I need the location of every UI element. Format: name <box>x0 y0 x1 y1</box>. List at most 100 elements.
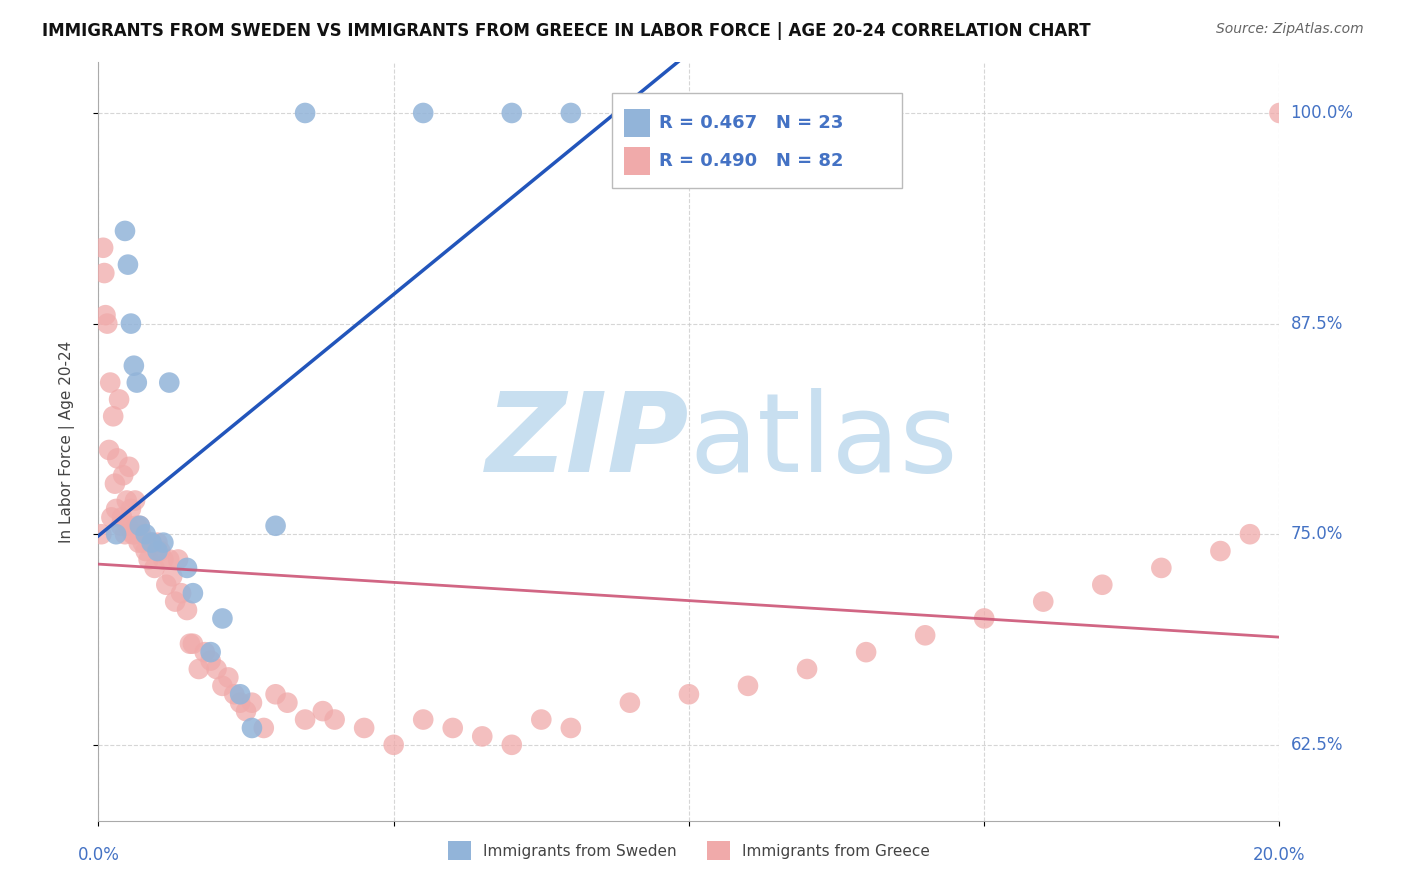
Point <box>187 662 209 676</box>
Point <box>1091 578 1114 592</box>
Point <box>128 518 150 533</box>
Point <box>312 704 335 718</box>
Text: 100.0%: 100.0% <box>1291 104 1354 122</box>
Point <box>91 241 114 255</box>
Point <box>105 527 128 541</box>
Text: IMMIGRANTS FROM SWEDEN VS IMMIGRANTS FROM GREECE IN LABOR FORCE | AGE 20-24 CORR: IMMIGRANTS FROM SWEDEN VS IMMIGRANTS FRO… <box>42 22 1091 40</box>
Point <box>1032 594 1054 608</box>
Point <box>103 409 125 424</box>
Point <box>211 679 233 693</box>
Point <box>125 518 148 533</box>
Point <box>117 258 139 272</box>
Point <box>141 535 163 549</box>
Point <box>471 730 494 744</box>
Point <box>146 544 169 558</box>
Text: Source: ZipAtlas.com: Source: ZipAtlas.com <box>1216 22 1364 37</box>
Point <box>165 594 187 608</box>
Point <box>120 502 142 516</box>
Point <box>129 527 152 541</box>
Point <box>120 317 142 331</box>
Point <box>149 544 172 558</box>
Point <box>122 359 145 373</box>
Point <box>501 738 523 752</box>
Point <box>211 611 233 625</box>
Point <box>114 527 136 541</box>
Point <box>382 738 405 752</box>
Point <box>1150 561 1173 575</box>
Point <box>90 527 112 541</box>
Point <box>323 713 346 727</box>
Point <box>138 552 160 566</box>
Point <box>235 704 257 718</box>
Point <box>98 376 121 390</box>
Point <box>157 376 180 390</box>
Point <box>176 603 198 617</box>
Point <box>914 628 936 642</box>
Point <box>353 721 375 735</box>
Point <box>973 611 995 625</box>
Point <box>176 561 198 575</box>
Point <box>229 696 252 710</box>
Point <box>155 578 177 592</box>
Point <box>94 308 117 322</box>
Point <box>146 535 169 549</box>
Point <box>122 527 145 541</box>
Point <box>105 502 128 516</box>
Point <box>205 662 228 676</box>
Point <box>157 552 180 566</box>
Point <box>229 687 252 701</box>
Point <box>96 317 118 331</box>
Point <box>111 510 134 524</box>
Point <box>1239 527 1261 541</box>
Point <box>152 552 174 566</box>
Text: R = 0.490   N = 82: R = 0.490 N = 82 <box>659 152 844 170</box>
Point <box>240 721 263 735</box>
Point <box>1209 544 1232 558</box>
Point <box>105 451 128 466</box>
Point <box>125 376 148 390</box>
Point <box>737 679 759 693</box>
Point <box>108 392 131 407</box>
Point <box>115 493 138 508</box>
Point <box>224 687 246 701</box>
Text: 87.5%: 87.5% <box>1291 315 1343 333</box>
Point <box>560 721 582 735</box>
Text: atlas: atlas <box>689 388 957 495</box>
Point <box>98 442 121 457</box>
Point <box>128 518 150 533</box>
Point <box>530 713 553 727</box>
Point <box>112 468 135 483</box>
Point <box>124 493 146 508</box>
Text: R = 0.467   N = 23: R = 0.467 N = 23 <box>659 114 844 132</box>
Point <box>264 687 287 701</box>
Y-axis label: In Labor Force | Age 20-24: In Labor Force | Age 20-24 <box>59 341 75 542</box>
Point <box>128 535 150 549</box>
Point <box>121 527 143 541</box>
Point <box>560 106 582 120</box>
Point <box>253 721 276 735</box>
Point <box>132 535 155 549</box>
Point <box>294 106 316 120</box>
Point <box>152 535 174 549</box>
Point <box>441 721 464 735</box>
Point <box>181 586 204 600</box>
Point <box>162 569 183 583</box>
Point <box>501 106 523 120</box>
Point <box>276 696 298 710</box>
Point <box>217 670 239 684</box>
Point <box>117 518 139 533</box>
Point <box>200 645 222 659</box>
Text: ZIP: ZIP <box>485 388 689 495</box>
Point <box>194 645 217 659</box>
Point <box>167 552 190 566</box>
Point <box>110 518 132 533</box>
Point <box>678 687 700 701</box>
Point <box>143 561 166 575</box>
Point <box>135 544 157 558</box>
Bar <box>624 147 650 175</box>
Bar <box>624 110 650 136</box>
Point <box>855 645 877 659</box>
Text: 20.0%: 20.0% <box>1253 846 1306 863</box>
Point <box>141 535 163 549</box>
Point <box>100 510 122 524</box>
